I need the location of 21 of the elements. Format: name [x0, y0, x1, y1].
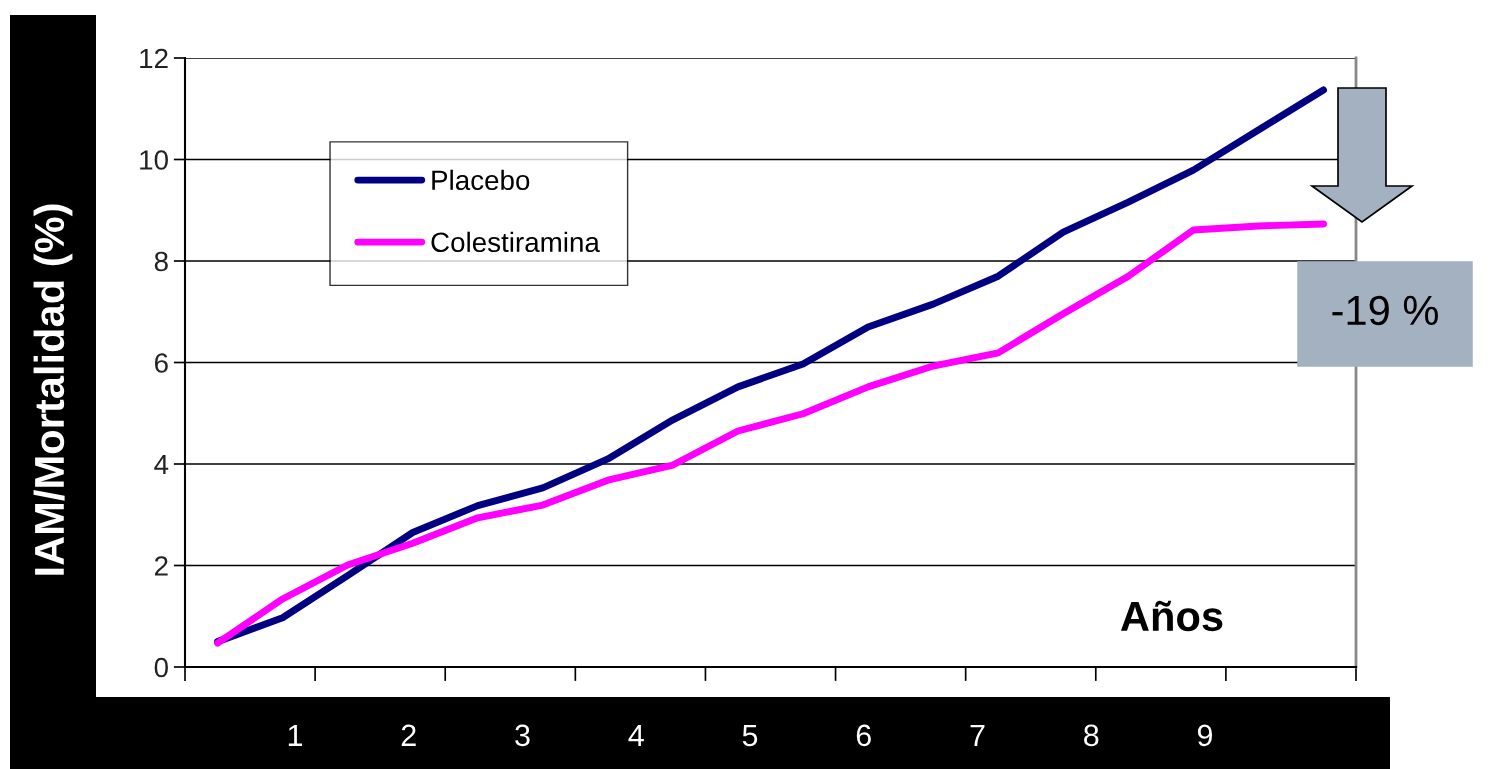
- annotation: -19 %: [1332, 295, 1438, 326]
- y-tick-label: 6: [154, 353, 168, 373]
- text: 5: [742, 724, 758, 747]
- text: 2: [401, 724, 416, 746]
- text: 6: [856, 724, 871, 747]
- legend-label: Colestiramina: [431, 231, 600, 253]
- text: 4: [628, 724, 644, 746]
- y-axis-title: IAM/Mortalidad (%): [33, 204, 73, 575]
- text: 3: [515, 724, 530, 747]
- y-tick-label: 2: [154, 556, 168, 576]
- y-tick-label: 0: [154, 657, 168, 678]
- y-tick-label: 4: [154, 454, 169, 475]
- text: 8: [1084, 724, 1099, 747]
- annotation: Años: [1120, 600, 1223, 632]
- y-tick-label: 8: [154, 251, 168, 272]
- text: 9: [1197, 724, 1213, 747]
- y-tick-label: 12: [140, 48, 168, 69]
- y-tick-label: 10: [140, 150, 168, 170]
- text: 1: [288, 724, 303, 746]
- legend-label: Placebo: [432, 169, 530, 191]
- text: 7: [970, 724, 985, 746]
